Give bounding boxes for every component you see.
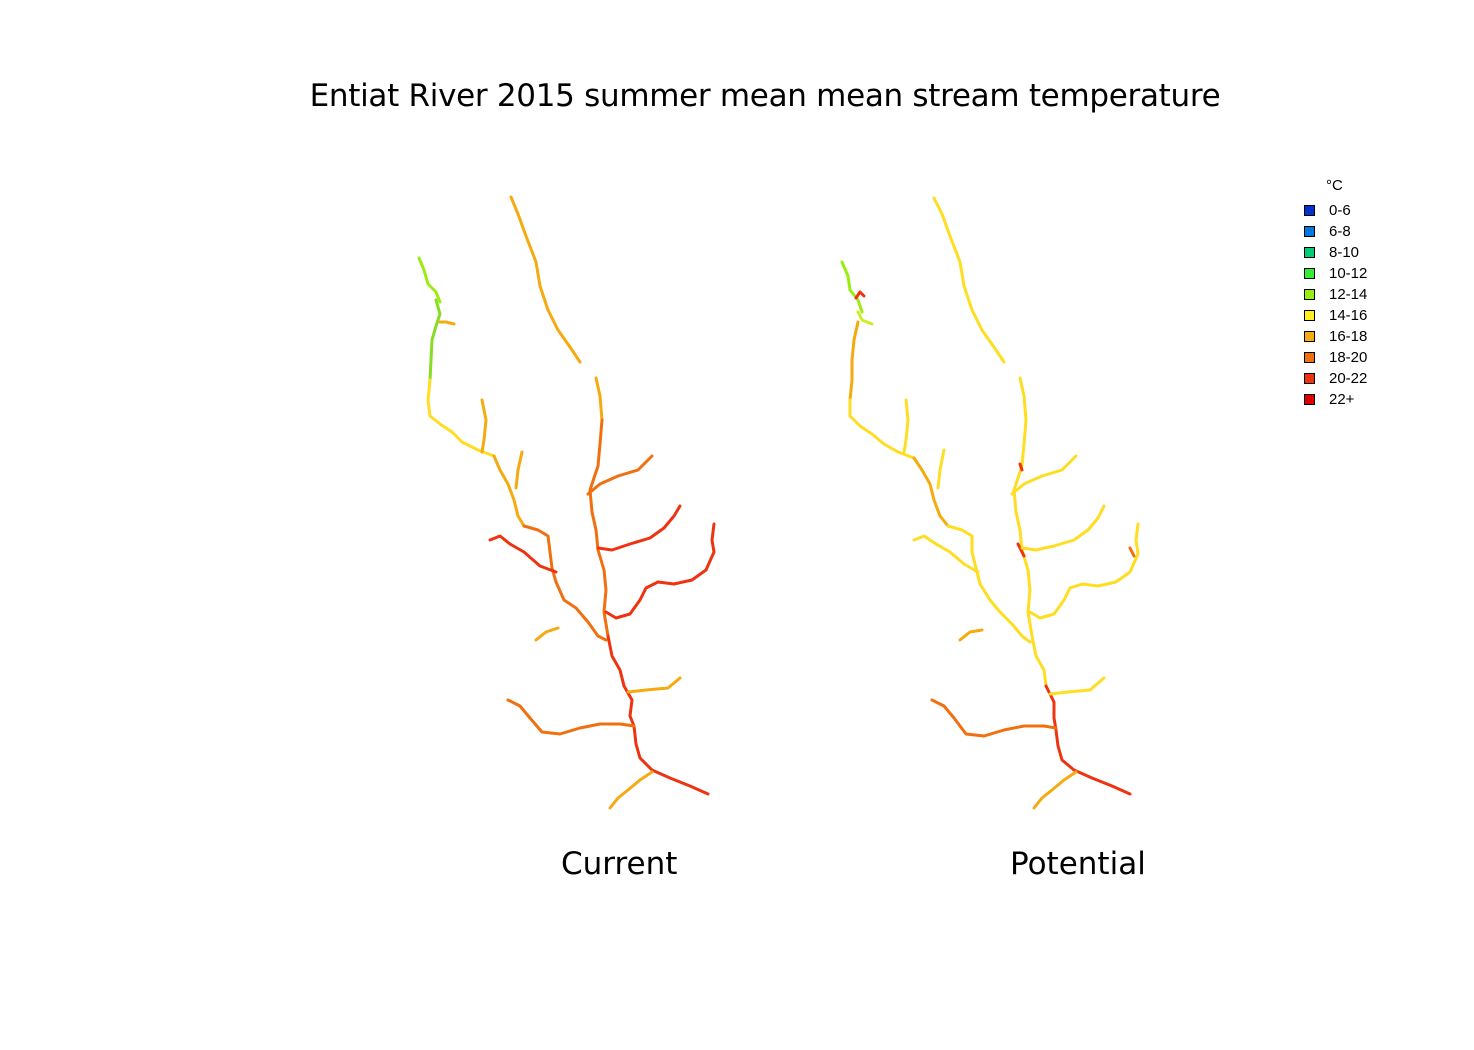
legend-swatch bbox=[1304, 247, 1315, 258]
stream-segment bbox=[1128, 546, 1136, 558]
legend-label: 8-10 bbox=[1329, 244, 1360, 261]
legend-item: 6-8 bbox=[1300, 221, 1367, 242]
stream-segment bbox=[912, 456, 950, 528]
legend-swatch bbox=[1304, 352, 1315, 363]
potential-stream-map bbox=[840, 196, 1140, 810]
stream-segment bbox=[417, 256, 442, 304]
legend-item: 20-22 bbox=[1300, 368, 1367, 389]
stream-segment bbox=[428, 298, 442, 382]
stream-segment bbox=[488, 534, 558, 574]
stream-segment bbox=[588, 418, 610, 638]
legend-label: 0-6 bbox=[1329, 202, 1351, 219]
stream-segment bbox=[848, 320, 860, 402]
legend-item: 14-16 bbox=[1300, 305, 1367, 326]
legend-label: 20-22 bbox=[1329, 370, 1368, 387]
temperature-legend: °C 0-6 6-8 8-10 10-12 12-14 14-16 16-18 … bbox=[1300, 177, 1367, 410]
current-map-label: Current bbox=[561, 846, 678, 882]
stream-segment bbox=[522, 524, 558, 584]
legend-label: 6-8 bbox=[1329, 223, 1351, 240]
legend-swatch bbox=[1304, 205, 1315, 216]
legend-swatch bbox=[1304, 310, 1315, 321]
stream-segment bbox=[1028, 522, 1140, 620]
stream-segment bbox=[426, 378, 496, 458]
stream-segment bbox=[854, 290, 866, 300]
legend-item: 12-14 bbox=[1300, 284, 1367, 305]
stream-segment bbox=[1048, 676, 1106, 696]
legend-item: 16-18 bbox=[1300, 326, 1367, 347]
stream-segment bbox=[480, 398, 488, 454]
stream-segment bbox=[936, 448, 946, 490]
stream-segment bbox=[604, 522, 716, 620]
stream-segment bbox=[594, 376, 604, 422]
stream-segment bbox=[1016, 542, 1026, 558]
map-title: Entiat River 2015 summer mean mean strea… bbox=[309, 78, 1221, 114]
stream-segment bbox=[506, 698, 636, 736]
legend-label: 22+ bbox=[1329, 391, 1355, 408]
legend-item: 8-10 bbox=[1300, 242, 1367, 263]
current-stream-map bbox=[417, 195, 716, 810]
stream-segment bbox=[902, 398, 910, 454]
legend-item: 0-6 bbox=[1300, 200, 1367, 221]
legend-item: 22+ bbox=[1300, 389, 1367, 410]
stream-segment bbox=[534, 626, 560, 642]
stream-segment bbox=[514, 450, 524, 490]
stream-segment bbox=[1012, 376, 1034, 638]
stream-segment bbox=[958, 628, 984, 642]
stream-segment bbox=[1044, 684, 1132, 796]
legend-item: 10-12 bbox=[1300, 263, 1367, 284]
stream-segment bbox=[1032, 770, 1078, 810]
legend-swatch bbox=[1304, 331, 1315, 342]
stream-segment bbox=[1018, 462, 1024, 472]
legend-label: 16-18 bbox=[1329, 328, 1368, 345]
stream-segment bbox=[1010, 454, 1078, 496]
legend-unit: °C bbox=[1326, 177, 1343, 194]
stream-segment bbox=[596, 504, 682, 552]
legend-swatch bbox=[1304, 226, 1315, 237]
stream-segment bbox=[586, 454, 654, 496]
legend-swatch bbox=[1304, 373, 1315, 384]
stream-segment bbox=[1030, 634, 1048, 688]
stream-segment bbox=[856, 310, 874, 326]
legend-label: 12-14 bbox=[1329, 286, 1368, 303]
stream-segment bbox=[606, 634, 710, 796]
stream-segment bbox=[492, 454, 526, 528]
stream-segment bbox=[912, 534, 980, 574]
stream-segment bbox=[930, 698, 1058, 738]
legend-item: 18-20 bbox=[1300, 347, 1367, 368]
stream-segment bbox=[848, 398, 916, 460]
stream-segment bbox=[509, 195, 582, 364]
legend-label: 14-16 bbox=[1329, 307, 1368, 324]
stream-segment bbox=[438, 320, 456, 326]
stream-segment bbox=[554, 580, 608, 642]
stream-segment bbox=[1020, 504, 1106, 552]
stream-segment bbox=[978, 582, 1032, 644]
stream-segment bbox=[626, 676, 682, 694]
stream-segment bbox=[840, 260, 864, 314]
legend-label: 10-12 bbox=[1329, 265, 1368, 282]
stream-segment bbox=[608, 770, 654, 810]
legend-swatch bbox=[1304, 289, 1315, 300]
legend-label: 18-20 bbox=[1329, 349, 1368, 366]
legend-swatch bbox=[1304, 394, 1315, 405]
stream-segment bbox=[932, 196, 1006, 364]
legend-swatch bbox=[1304, 268, 1315, 279]
potential-map-label: Potential bbox=[1010, 846, 1146, 882]
